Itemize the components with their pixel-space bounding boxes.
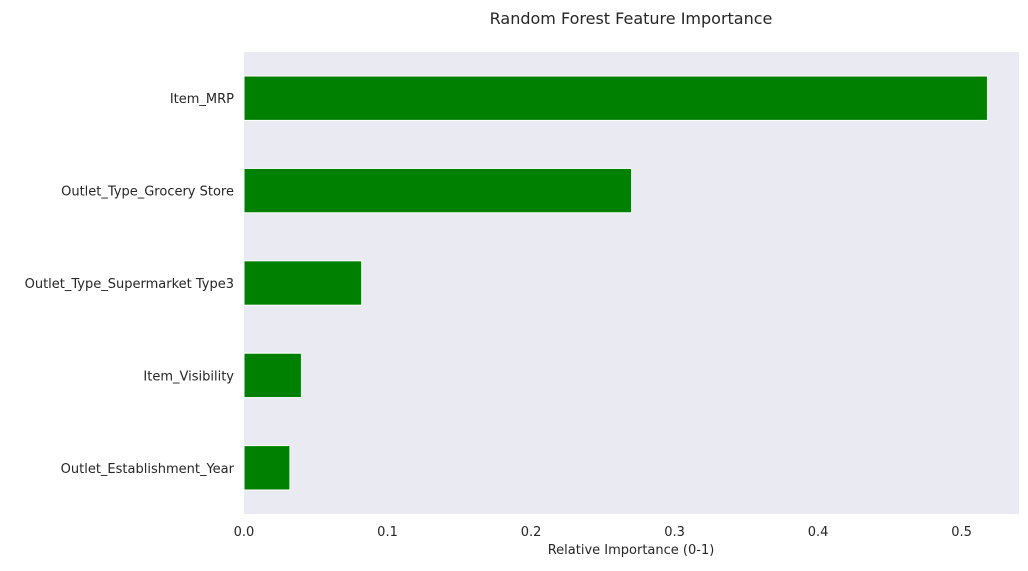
- chart-title: Random Forest Feature Importance: [490, 9, 773, 28]
- y-tick-labels: Item_MRP Outlet_Type_Grocery Store Outlet_…: [25, 92, 235, 477]
- bar-item-visibility: [243, 352, 302, 399]
- x-tick-label: 0.4: [808, 525, 829, 540]
- bar-outlet-type-grocery-store: [243, 167, 632, 214]
- x-tick-label: 0.3: [664, 525, 685, 540]
- plot-area: [244, 52, 1019, 514]
- y-tick-label: Item_MRP: [170, 92, 234, 107]
- y-tick-label: Outlet_Establishment_Year: [61, 462, 235, 477]
- bar-outlet-establishment-year: [243, 445, 291, 491]
- x-axis-label: Relative Importance (0-1): [548, 543, 715, 558]
- x-tick-label: 0.1: [377, 525, 398, 540]
- x-tick-label: 0.2: [521, 525, 542, 540]
- bars-layer: [243, 75, 988, 491]
- bar-item-mrp: [243, 75, 988, 121]
- y-tick-label: Item_Visibility: [143, 369, 234, 384]
- y-tick-label: Outlet_Type_Grocery Store: [61, 185, 234, 200]
- x-tick-label: 0.0: [234, 525, 255, 540]
- x-tick-label: 0.5: [951, 525, 972, 540]
- x-tick-labels: 0.0 0.1 0.2 0.3 0.4 0.5: [234, 525, 972, 540]
- y-tick-label: Outlet_Type_Supermarket Type3: [25, 277, 234, 292]
- bar-outlet-type-supermarket-type3: [243, 260, 363, 306]
